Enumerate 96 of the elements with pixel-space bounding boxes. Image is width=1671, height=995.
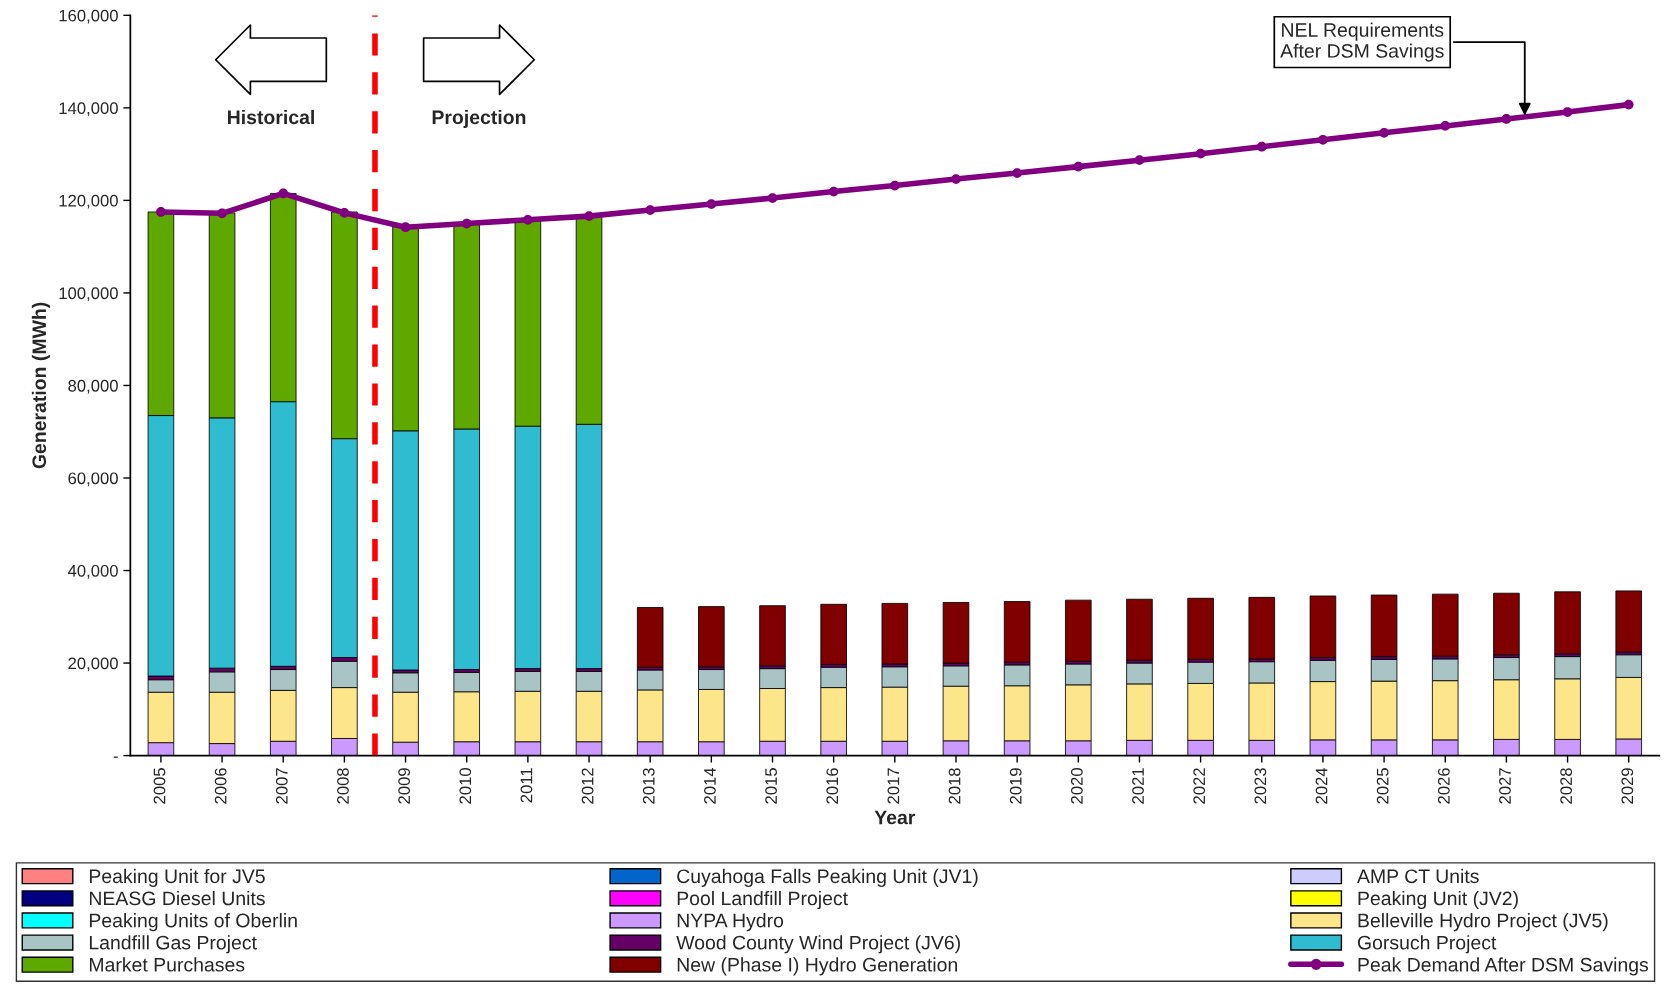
- x-tick-label: 2024: [1315, 767, 1328, 804]
- bar: [1003, 601, 1031, 663]
- point: [339, 208, 350, 218]
- x-tick-label: 2013: [642, 768, 655, 804]
- x-tick-label: 2017: [887, 768, 900, 804]
- x-tick-label: 2026: [1437, 768, 1450, 804]
- y-tick-label: 100,000: [59, 287, 118, 302]
- point: [951, 174, 961, 184]
- point: [1073, 161, 1084, 172]
- bar: [1309, 595, 1337, 658]
- legend-label: NEASG Diesel Units: [89, 890, 265, 906]
- x-tick-label: 2014: [704, 767, 716, 804]
- annotation: Projection: [432, 109, 526, 129]
- x-tick-label: 2007: [275, 768, 288, 804]
- bar: [1431, 593, 1459, 657]
- x-tick-label: 2022: [1193, 768, 1206, 804]
- point: [156, 207, 166, 217]
- x-tick-label: 2027: [1499, 768, 1511, 804]
- legend-label: Landfill Gas Project: [89, 935, 257, 954]
- point: [278, 188, 289, 199]
- bar: [942, 602, 970, 664]
- y-tick-label: 160,000: [59, 9, 118, 24]
- legend-label: AMP CT Units: [1357, 868, 1479, 884]
- x-tick-label: 2021: [1132, 768, 1144, 804]
- y-tick-label: 140,000: [59, 102, 118, 117]
- x-tick-label: 2025: [1376, 768, 1389, 804]
- point: [706, 199, 717, 209]
- bar: [636, 607, 664, 668]
- y-axis-title: Generation (MWh): [31, 302, 50, 469]
- point: [1256, 141, 1267, 152]
- bar: [1493, 592, 1520, 656]
- point: [1562, 107, 1573, 117]
- x-tick-label: 2023: [1254, 768, 1267, 804]
- bar: [1126, 598, 1153, 661]
- legend-label: New (Phase I) Hydro Generation: [677, 957, 957, 976]
- point: [889, 180, 900, 191]
- legend-label: Cuyahoga Falls Peaking Unit (JV1): [677, 868, 978, 887]
- legend-label: Peaking Unit for JV5: [89, 868, 265, 887]
- y-tick-label: 20,000: [68, 657, 118, 672]
- point: [523, 214, 533, 225]
- bar: [820, 603, 847, 665]
- point: [1195, 148, 1206, 159]
- x-tick-label: 2016: [826, 768, 839, 804]
- point: [400, 222, 411, 233]
- legend-label: Peak Demand After DSM Savings: [1358, 957, 1649, 976]
- y-tick-label: 80,000: [68, 379, 118, 394]
- x-tick-label: 2020: [1070, 768, 1083, 804]
- x-tick-label: 2029: [1621, 768, 1634, 804]
- point: [1501, 114, 1512, 124]
- point: [1012, 168, 1022, 178]
- bar: [1065, 599, 1092, 662]
- x-tick-label: 2010: [459, 768, 472, 804]
- x-tick-label: 2028: [1560, 768, 1573, 804]
- legend-label: Gorsuch Project: [1357, 935, 1497, 954]
- bar: [1248, 596, 1276, 660]
- point: [645, 205, 656, 215]
- legend-label: NYPA Hydro: [677, 913, 784, 932]
- y-tick-label: -: [113, 756, 118, 758]
- x-tick-label: 2011: [520, 768, 533, 803]
- annotation: NEL Requirements After DSM Savings: [1280, 22, 1444, 62]
- y-tick-label: 40,000: [67, 564, 118, 579]
- x-tick-label: 2009: [398, 768, 411, 804]
- y-tick-label: 60,000: [68, 472, 118, 487]
- x-axis-title: Year: [874, 810, 916, 825]
- point: [1440, 121, 1451, 131]
- legend-label: Pool Landfill Project: [677, 890, 848, 910]
- legend-label: Wood County Wind Project (JV6): [676, 935, 960, 954]
- bar: [1370, 594, 1398, 658]
- point: [461, 218, 472, 229]
- x-tick-label: 2019: [1009, 768, 1022, 804]
- bar: [698, 606, 725, 668]
- point: [217, 208, 227, 219]
- x-tick-label: 2018: [948, 768, 961, 804]
- legend-label: Belleville Hydro Project (JV5): [1358, 913, 1608, 932]
- legend-label: Market Purchases: [89, 957, 245, 972]
- bar: [1554, 591, 1581, 655]
- point: [1379, 127, 1389, 138]
- point: [584, 211, 594, 221]
- legend-label: Peaking Unit (JV2): [1358, 890, 1518, 910]
- annotation: Historical: [228, 109, 314, 125]
- x-tick-label: 2012: [581, 768, 594, 804]
- legend-label: Peaking Units of Oberlin: [89, 913, 297, 932]
- x-tick-label: 2015: [765, 768, 777, 804]
- point: [1623, 99, 1634, 110]
- bar: [759, 605, 786, 667]
- bar: [881, 602, 909, 665]
- point: [767, 193, 778, 203]
- x-tick-label: 2006: [214, 768, 227, 804]
- x-tick-label: 2005: [153, 768, 166, 804]
- point: [1134, 155, 1145, 165]
- point: [1318, 134, 1328, 145]
- y-tick-label: 120,000: [59, 194, 118, 209]
- point: [828, 186, 839, 197]
- x-tick-label: 2008: [337, 768, 349, 804]
- bar: [1187, 597, 1214, 660]
- bar: [1615, 590, 1642, 653]
